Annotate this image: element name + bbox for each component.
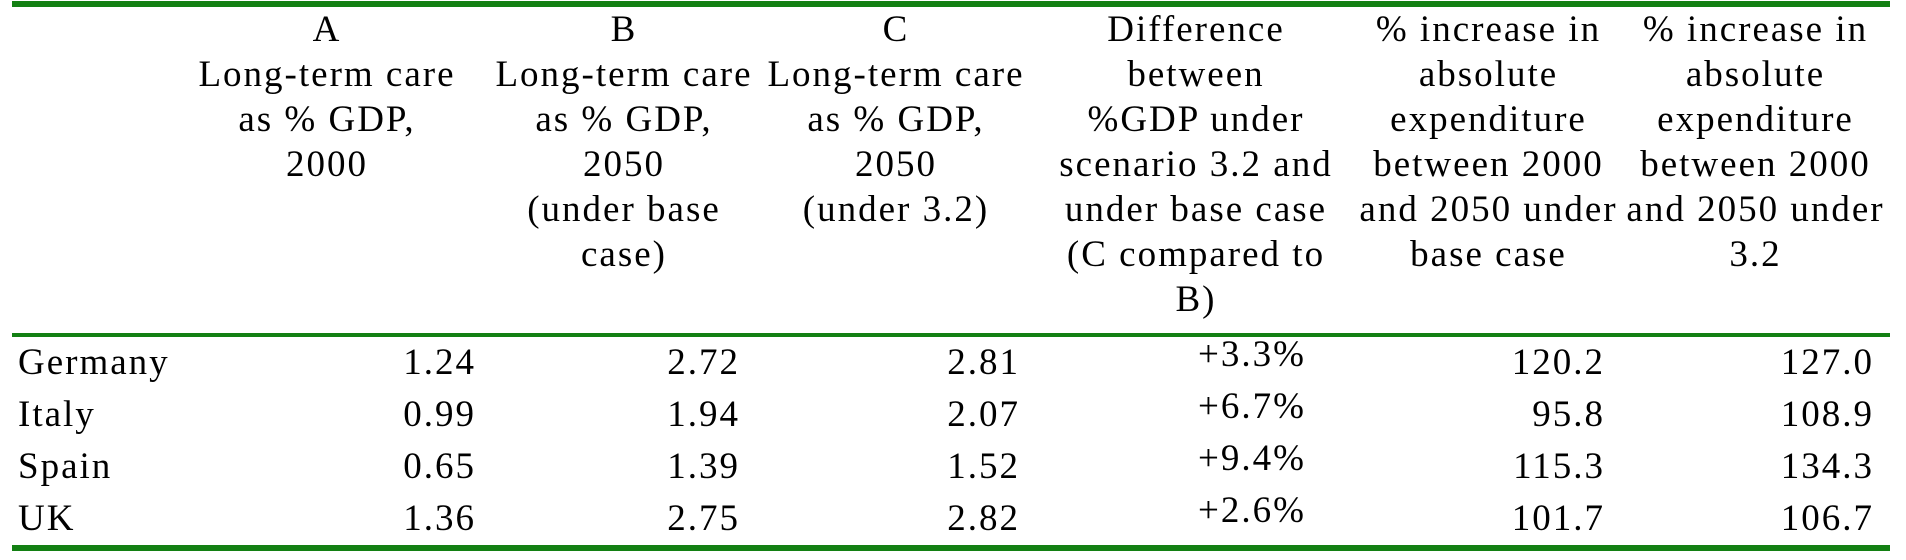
cell-difference: +3.3% [1036, 334, 1356, 389]
cell-increase-base: 101.7 [1511, 498, 1605, 539]
cell-ltc-2050-32: 2.07 [947, 394, 1020, 435]
column-header-difference: Difference between %GDP under scenario 3… [1059, 9, 1333, 320]
cell-difference: +9.4% [1036, 438, 1356, 493]
header-row: A Long-term care as % GDP, 2000 B Long-t… [12, 4, 1890, 335]
cell-increase-base: 115.3 [1513, 446, 1605, 487]
cell-ltc-2050-base: 2.72 [667, 342, 740, 383]
cell-difference: +2.6% [1036, 490, 1356, 548]
cell-ltc-2000: 1.24 [403, 342, 476, 383]
column-header-increase-base-case: % increase in absolute expenditure betwe… [1359, 9, 1618, 275]
row-label-country: Germany [18, 342, 170, 383]
column-header-increase-scenario32: % increase in absolute expenditure betwe… [1626, 9, 1885, 275]
cell-increase-32: 106.7 [1780, 498, 1874, 539]
cell-ltc-2050-32: 1.52 [947, 446, 1020, 487]
table-body: Germany 1.24 2.72 2.81 +3.3% 120.2 127.0… [12, 334, 1890, 548]
table-header: A Long-term care as % GDP, 2000 B Long-t… [12, 4, 1890, 335]
cell-difference: +6.7% [1036, 386, 1356, 441]
difference-value: +3.3% [1198, 334, 1306, 375]
ltc-expenditure-table: A Long-term care as % GDP, 2000 B Long-t… [12, 1, 1890, 551]
difference-value: +6.7% [1198, 386, 1306, 427]
table-row-italy: Italy 0.99 1.94 2.07 +6.7% 95.8 108.9 [12, 386, 1890, 441]
cell-ltc-2000: 0.99 [403, 394, 476, 435]
row-label-country: Italy [18, 394, 96, 435]
cell-ltc-2050-32: 2.82 [947, 498, 1020, 539]
table-container: A Long-term care as % GDP, 2000 B Long-t… [12, 1, 1890, 551]
column-header-country [12, 4, 162, 335]
cell-ltc-2050-base: 2.75 [667, 498, 740, 539]
cell-ltc-2050-base: 1.94 [667, 394, 740, 435]
cell-increase-32: 108.9 [1780, 394, 1874, 435]
difference-value: +9.4% [1198, 438, 1306, 479]
cell-increase-base: 120.2 [1511, 342, 1605, 383]
table-row-germany: Germany 1.24 2.72 2.81 +3.3% 120.2 127.0 [12, 334, 1890, 389]
cell-increase-base: 95.8 [1532, 394, 1605, 435]
row-label-country: Spain [18, 446, 113, 487]
column-header-a-ltc-gdp-2000: A Long-term care as % GDP, 2000 [198, 9, 456, 185]
cell-increase-32: 134.3 [1780, 446, 1874, 487]
cell-ltc-2050-base: 1.39 [667, 446, 740, 487]
difference-value: +2.6% [1198, 490, 1306, 531]
row-label-country: UK [18, 498, 76, 539]
cell-ltc-2050-32: 2.81 [947, 342, 1020, 383]
column-header-b-ltc-gdp-2050-base: B Long-term care as % GDP, 2050 (under b… [495, 9, 753, 275]
cell-increase-32: 127.0 [1780, 342, 1874, 383]
cell-ltc-2000: 1.36 [403, 498, 476, 539]
table-row-spain: Spain 0.65 1.39 1.52 +9.4% 115.3 134.3 [12, 438, 1890, 493]
table-row-uk: UK 1.36 2.75 2.82 +2.6% 101.7 106.7 [12, 490, 1890, 548]
cell-ltc-2000: 0.65 [403, 446, 476, 487]
column-header-c-ltc-gdp-2050-scenario32: C Long-term care as % GDP, 2050 (under 3… [767, 9, 1025, 230]
